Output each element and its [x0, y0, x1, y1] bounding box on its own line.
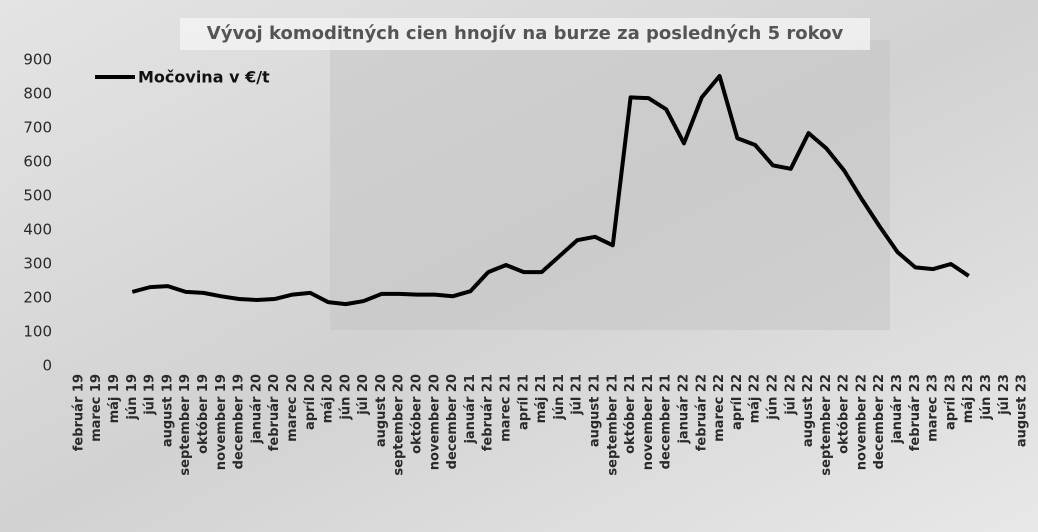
y-tick-label: 800 [23, 85, 52, 103]
x-tick-label: február 21 [481, 374, 496, 451]
x-tick-label: júl 19 [143, 374, 158, 416]
x-tick-label: august 22 [801, 374, 816, 447]
x-tick-label: december 21 [659, 374, 674, 469]
x-tick-label: december 20 [445, 374, 460, 469]
x-tick-label: január 20 [249, 374, 264, 445]
x-tick-label: august 23 [1015, 374, 1030, 447]
y-tick-label: 500 [23, 187, 52, 205]
x-tick-label: január 22 [676, 374, 691, 445]
x-tick-label: október 22 [837, 374, 852, 454]
x-tick-label: júl 23 [997, 374, 1012, 416]
x-tick-label: jún 21 [552, 374, 567, 421]
x-tick-label: marec 20 [285, 374, 300, 442]
chart-title: Vývoj komoditných cien hnojív na burze z… [207, 23, 844, 44]
x-tick-label: január 21 [463, 374, 478, 445]
x-tick-label: november 20 [427, 374, 442, 470]
x-tick-label: september 21 [605, 374, 620, 476]
x-tick-label: január 23 [890, 374, 905, 445]
x-tick-label: október 20 [410, 374, 425, 454]
y-tick-label: 0 [42, 357, 52, 375]
x-tick-label: máj 19 [107, 374, 122, 423]
x-tick-label: jún 20 [338, 374, 353, 421]
x-tick-label: marec 23 [926, 374, 941, 442]
x-tick-label: november 19 [214, 374, 229, 470]
x-tick-label: august 21 [587, 374, 602, 447]
x-tick-label: február 23 [908, 374, 923, 451]
x-tick-label: február 22 [694, 374, 709, 451]
y-tick-label: 400 [23, 221, 52, 239]
x-tick-label: júl 22 [783, 374, 798, 416]
x-tick-label: júl 20 [356, 374, 371, 416]
x-tick-label: máj 22 [748, 374, 763, 423]
x-tick-label: september 19 [178, 374, 193, 476]
x-tick-label: september 22 [819, 374, 834, 476]
data-line [131, 73, 970, 307]
x-tick-label: máj 21 [534, 374, 549, 423]
legend-label: Močovina v €/t [138, 68, 270, 87]
x-tick-label: máj 23 [961, 374, 976, 423]
x-tick-label: jún 22 [765, 374, 780, 421]
x-tick-label: apríl 20 [303, 374, 318, 430]
y-tick-label: 300 [23, 255, 52, 273]
y-tick-label: 700 [23, 119, 52, 137]
y-tick-label: 100 [23, 323, 52, 341]
x-tick-label: máj 20 [321, 374, 336, 423]
x-tick-label: apríl 23 [943, 374, 958, 430]
x-tick-label: august 20 [374, 374, 389, 447]
x-tick-label: október 21 [623, 374, 638, 454]
x-tick-label: február 20 [267, 374, 282, 451]
x-tick-label: marec 21 [499, 374, 514, 442]
x-tick-label: jún 19 [125, 374, 140, 421]
x-tick-label: september 20 [392, 374, 407, 476]
x-tick-label: marec 19 [89, 374, 104, 442]
y-tick-label: 600 [23, 153, 52, 171]
x-tick-label: august 19 [160, 374, 175, 447]
x-tick-label: február 19 [71, 374, 86, 451]
x-tick-label: apríl 21 [516, 374, 531, 430]
x-tick-label: marec 22 [712, 374, 727, 442]
x-tick-label: júl 21 [570, 374, 585, 416]
y-tick-label: 200 [23, 289, 52, 307]
x-tick-label: december 19 [232, 374, 247, 469]
x-tick-label: apríl 22 [730, 374, 745, 430]
x-tick-label: jún 23 [979, 374, 994, 421]
title-box [180, 18, 870, 50]
x-tick-label: november 22 [854, 374, 869, 470]
x-tick-label: november 21 [641, 374, 656, 470]
background-photo [330, 40, 890, 330]
x-tick-label: december 22 [872, 374, 887, 469]
y-tick-label: 900 [23, 51, 52, 69]
x-tick-label: október 19 [196, 374, 211, 454]
